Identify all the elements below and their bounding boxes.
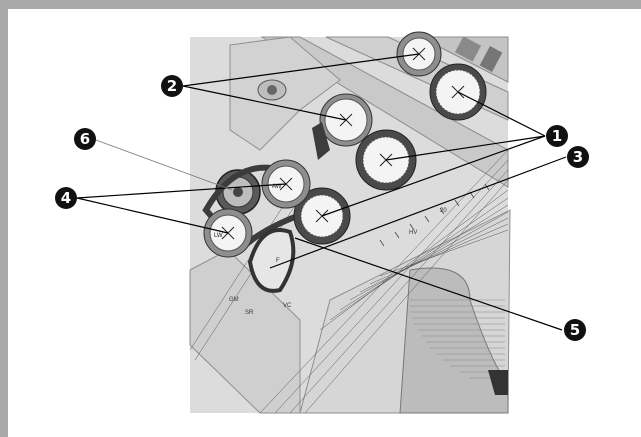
svg-text:6: 6 xyxy=(80,130,90,148)
label-gm: GM xyxy=(229,297,239,303)
label-hv: HV xyxy=(409,230,417,236)
callout-6: 6 xyxy=(74,128,96,150)
svg-text:1: 1 xyxy=(552,127,562,145)
svg-text:2: 2 xyxy=(167,77,177,95)
callout-3: 3 xyxy=(567,146,589,168)
label-lw: LW xyxy=(214,233,223,239)
diagram-panel: AW LW GM SR VC F HV 20 xyxy=(8,9,641,437)
drafting-lines xyxy=(189,149,509,414)
callout-lines xyxy=(76,53,567,331)
callout-markers: 1 2 3 4 5 xyxy=(55,75,589,341)
label-f: F xyxy=(276,258,280,264)
svg-text:5: 5 xyxy=(570,321,580,339)
svg-text:4: 4 xyxy=(61,189,71,207)
clamp-piece xyxy=(312,122,330,160)
callout-1: 1 xyxy=(546,125,568,147)
lower-fan xyxy=(299,209,511,414)
svg-text:3: 3 xyxy=(573,148,583,166)
label-aw: AW xyxy=(272,184,282,190)
label-sr: SR xyxy=(245,310,254,316)
callout-2: 2 xyxy=(161,75,183,97)
label-vc: VC xyxy=(283,303,292,309)
callout-4: 4 xyxy=(55,187,77,209)
mechanism-diagram: AW LW GM SR VC F HV 20 xyxy=(55,31,589,414)
callout-5: 5 xyxy=(564,319,586,341)
label-scale-20: 20 xyxy=(440,208,447,214)
